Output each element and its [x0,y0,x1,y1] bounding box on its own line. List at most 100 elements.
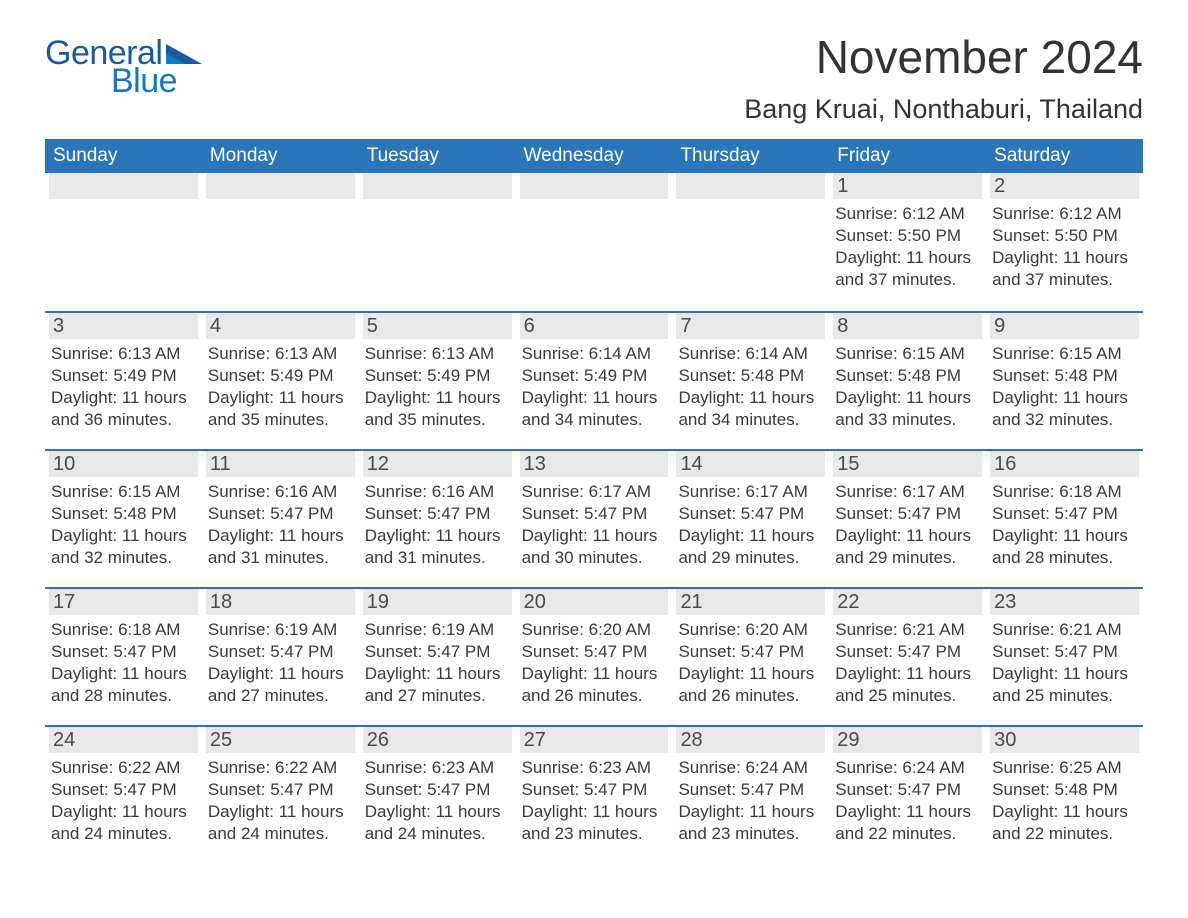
day-detail: Sunrise: 6:15 AMSunset: 5:48 PMDaylight:… [49,477,198,569]
day-number: 19 [363,589,512,615]
day-dl2: and 25 minutes. [835,685,982,707]
day-dl1: Daylight: 11 hours [208,387,355,409]
day-dl2: and 24 minutes. [365,823,512,845]
day-number: 21 [676,589,825,615]
day-dl1: Daylight: 11 hours [835,801,982,823]
day-detail: Sunrise: 6:24 AMSunset: 5:47 PMDaylight:… [833,753,982,845]
header-row: General Blue November 2024 Bang Kruai, N… [45,30,1143,125]
day-dl2: and 32 minutes. [51,547,198,569]
day-detail: Sunrise: 6:20 AMSunset: 5:47 PMDaylight:… [520,615,669,707]
day-cell: 15Sunrise: 6:17 AMSunset: 5:47 PMDayligh… [829,449,986,587]
day-number [520,173,669,199]
day-number: 2 [990,173,1139,199]
day-number: 8 [833,313,982,339]
day-cell: 29Sunrise: 6:24 AMSunset: 5:47 PMDayligh… [829,725,986,853]
day-dl1: Daylight: 11 hours [678,525,825,547]
day-number: 27 [520,727,669,753]
day-number [676,173,825,199]
day-sunrise: Sunrise: 6:20 AM [678,619,825,641]
day-cell-empty [202,173,359,311]
day-cell: 26Sunrise: 6:23 AMSunset: 5:47 PMDayligh… [359,725,516,853]
day-dl2: and 34 minutes. [678,409,825,431]
day-dl1: Daylight: 11 hours [992,387,1139,409]
day-sunrise: Sunrise: 6:13 AM [208,343,355,365]
day-detail: Sunrise: 6:23 AMSunset: 5:47 PMDaylight:… [363,753,512,845]
day-cell: 11Sunrise: 6:16 AMSunset: 5:47 PMDayligh… [202,449,359,587]
weeks-container: 1Sunrise: 6:12 AMSunset: 5:50 PMDaylight… [45,173,1143,853]
day-sunrise: Sunrise: 6:12 AM [992,203,1139,225]
day-sunset: Sunset: 5:47 PM [835,779,982,801]
day-sunset: Sunset: 5:48 PM [992,365,1139,387]
day-sunset: Sunset: 5:47 PM [365,503,512,525]
day-dl1: Daylight: 11 hours [522,387,669,409]
day-dl1: Daylight: 11 hours [522,525,669,547]
week-row: 1Sunrise: 6:12 AMSunset: 5:50 PMDaylight… [45,173,1143,311]
weekday-header-row: SundayMondayTuesdayWednesdayThursdayFrid… [45,139,1143,173]
day-number: 10 [49,451,198,477]
day-sunset: Sunset: 5:50 PM [835,225,982,247]
day-number: 26 [363,727,512,753]
day-dl2: and 24 minutes. [208,823,355,845]
day-sunrise: Sunrise: 6:14 AM [522,343,669,365]
day-detail: Sunrise: 6:23 AMSunset: 5:47 PMDaylight:… [520,753,669,845]
day-sunset: Sunset: 5:48 PM [678,365,825,387]
day-sunset: Sunset: 5:49 PM [51,365,198,387]
day-sunrise: Sunrise: 6:15 AM [992,343,1139,365]
day-number: 18 [206,589,355,615]
day-detail: Sunrise: 6:21 AMSunset: 5:47 PMDaylight:… [990,615,1139,707]
day-cell: 21Sunrise: 6:20 AMSunset: 5:47 PMDayligh… [672,587,829,725]
day-number: 24 [49,727,198,753]
day-number: 11 [206,451,355,477]
day-detail: Sunrise: 6:17 AMSunset: 5:47 PMDaylight:… [833,477,982,569]
week-row: 3Sunrise: 6:13 AMSunset: 5:49 PMDaylight… [45,311,1143,449]
day-sunrise: Sunrise: 6:22 AM [208,757,355,779]
day-detail: Sunrise: 6:22 AMSunset: 5:47 PMDaylight:… [49,753,198,845]
day-dl1: Daylight: 11 hours [51,663,198,685]
day-dl2: and 26 minutes. [522,685,669,707]
calendar-grid: SundayMondayTuesdayWednesdayThursdayFrid… [45,139,1143,853]
day-sunset: Sunset: 5:47 PM [365,779,512,801]
day-detail: Sunrise: 6:12 AMSunset: 5:50 PMDaylight:… [833,199,982,291]
day-dl2: and 23 minutes. [522,823,669,845]
day-number [363,173,512,199]
day-sunrise: Sunrise: 6:14 AM [678,343,825,365]
day-sunrise: Sunrise: 6:16 AM [365,481,512,503]
day-sunrise: Sunrise: 6:17 AM [522,481,669,503]
logo-text-blue: Blue [111,64,204,98]
day-dl2: and 36 minutes. [51,409,198,431]
day-detail: Sunrise: 6:18 AMSunset: 5:47 PMDaylight:… [990,477,1139,569]
day-cell: 25Sunrise: 6:22 AMSunset: 5:47 PMDayligh… [202,725,359,853]
day-dl1: Daylight: 11 hours [678,663,825,685]
day-dl1: Daylight: 11 hours [992,663,1139,685]
day-number: 6 [520,313,669,339]
day-dl1: Daylight: 11 hours [51,801,198,823]
day-detail: Sunrise: 6:19 AMSunset: 5:47 PMDaylight:… [206,615,355,707]
day-number: 28 [676,727,825,753]
day-sunrise: Sunrise: 6:16 AM [208,481,355,503]
day-number: 7 [676,313,825,339]
day-dl1: Daylight: 11 hours [365,663,512,685]
day-sunset: Sunset: 5:47 PM [51,641,198,663]
day-sunset: Sunset: 5:47 PM [835,503,982,525]
day-dl1: Daylight: 11 hours [522,801,669,823]
day-cell: 8Sunrise: 6:15 AMSunset: 5:48 PMDaylight… [829,311,986,449]
day-detail: Sunrise: 6:14 AMSunset: 5:49 PMDaylight:… [520,339,669,431]
day-sunrise: Sunrise: 6:19 AM [365,619,512,641]
day-cell: 13Sunrise: 6:17 AMSunset: 5:47 PMDayligh… [516,449,673,587]
weekday-tuesday: Tuesday [359,139,516,173]
day-dl1: Daylight: 11 hours [835,525,982,547]
day-cell: 6Sunrise: 6:14 AMSunset: 5:49 PMDaylight… [516,311,673,449]
weekday-wednesday: Wednesday [516,139,673,173]
day-dl1: Daylight: 11 hours [992,525,1139,547]
day-sunrise: Sunrise: 6:25 AM [992,757,1139,779]
day-sunrise: Sunrise: 6:18 AM [51,619,198,641]
day-detail: Sunrise: 6:17 AMSunset: 5:47 PMDaylight:… [520,477,669,569]
day-dl1: Daylight: 11 hours [835,663,982,685]
day-detail: Sunrise: 6:16 AMSunset: 5:47 PMDaylight:… [363,477,512,569]
day-number: 23 [990,589,1139,615]
day-number: 5 [363,313,512,339]
day-dl2: and 28 minutes. [51,685,198,707]
day-dl1: Daylight: 11 hours [992,801,1139,823]
day-cell: 10Sunrise: 6:15 AMSunset: 5:48 PMDayligh… [45,449,202,587]
day-cell-empty [672,173,829,311]
